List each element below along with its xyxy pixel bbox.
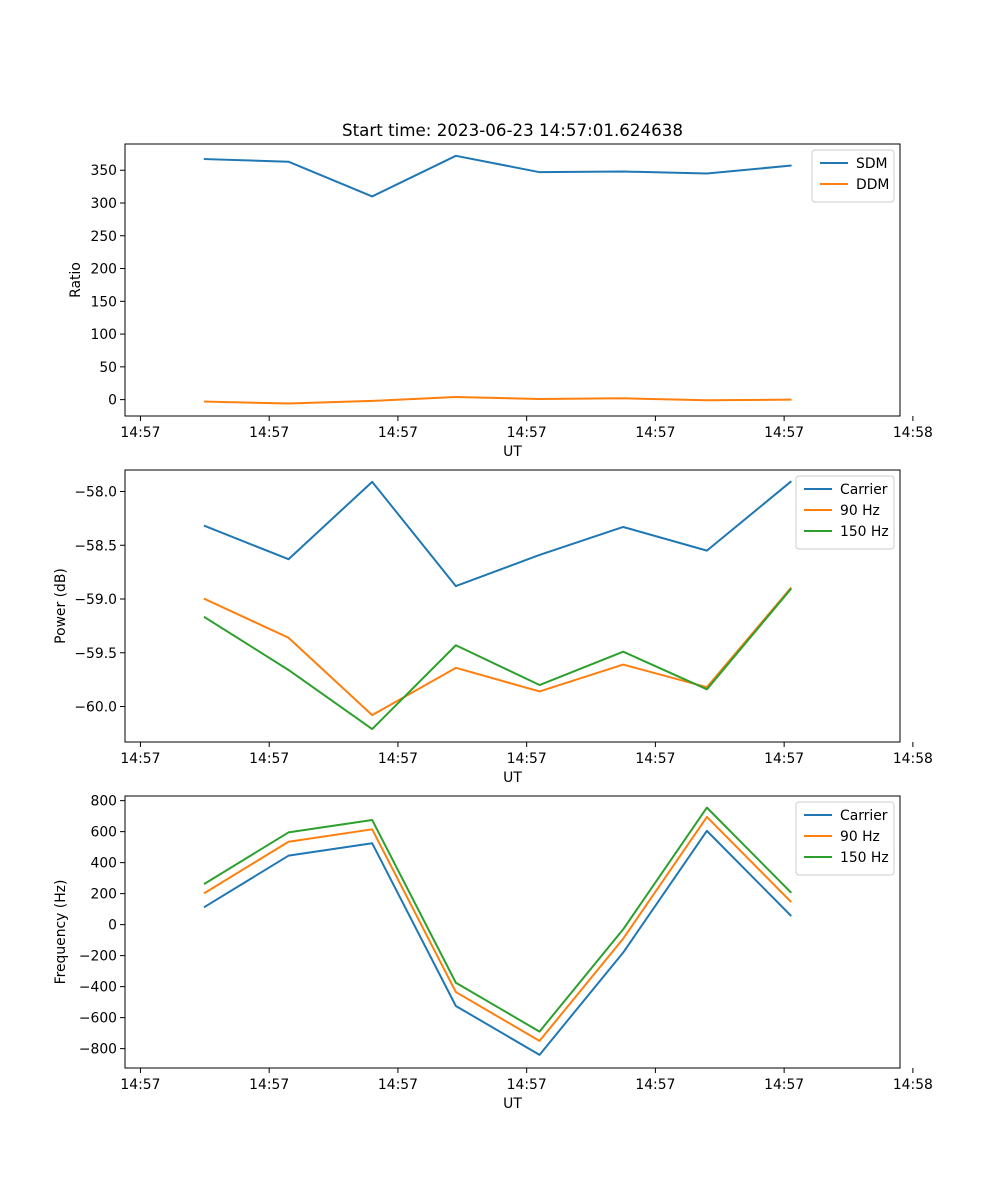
- power-legend-label: Carrier: [840, 482, 888, 498]
- frequency-x-tick-label: 14:57: [249, 1077, 289, 1093]
- ratio-y-tick-label: 250: [90, 229, 117, 245]
- ratio-y-tick-label: 350: [90, 163, 117, 179]
- power-y-tick-label: −58.0: [74, 485, 117, 501]
- frequency-x-tick-label: 14:57: [120, 1077, 160, 1093]
- frequency-y-tick-label: −200: [79, 949, 117, 965]
- power-x-tick-label: 14:57: [507, 751, 547, 767]
- frequency-y-tick-label: 400: [90, 856, 117, 872]
- ratio-x-tick-label: 14:57: [507, 425, 547, 441]
- ratio-x-tick-label: 14:57: [249, 425, 289, 441]
- panel-power: 14:57 14:57 14:57 14:57 14:57 14:57 14:58 −60.0…: [53, 469, 933, 786]
- frequency-y-tick-label: 0: [108, 918, 117, 934]
- power-y-axis-label: Power (dB): [53, 568, 69, 644]
- frequency-x-tick-label: 14:57: [507, 1077, 547, 1093]
- frequency-y-tick-label: 800: [90, 794, 117, 810]
- power-series-line-150-hz: [203, 587, 792, 731]
- power-x-tick-label: 14:57: [249, 751, 289, 767]
- power-x-tick-label: 14:57: [378, 751, 418, 767]
- power-legend-label: 150 Hz: [840, 524, 889, 540]
- ratio-y-axis-label: Ratio: [68, 262, 84, 298]
- frequency-y-tick-label: −800: [79, 1042, 117, 1058]
- ratio-y-tick-label: 150: [90, 294, 117, 310]
- panels: 14:57 14:57 14:57 14:57 14:57 14:57 14:58 0 50 10…: [53, 143, 933, 1112]
- power-y-tick-label: −59.5: [74, 646, 117, 662]
- ratio-y-tick-label: 50: [99, 360, 117, 376]
- frequency-x-axis-label: UT: [503, 1096, 522, 1112]
- ratio-x-tick-label: 14:57: [764, 425, 804, 441]
- frequency-legend: Carrier 90 Hz 150 Hz: [795, 801, 895, 876]
- frequency-x-tick-label: 14:57: [635, 1077, 675, 1093]
- frequency-series-line-150-hz: [203, 806, 792, 1033]
- ratio-x-tick-label: 14:57: [120, 425, 160, 441]
- power-legend: Carrier 90 Hz 150 Hz: [795, 475, 895, 550]
- frequency-x-tick-label: 14:57: [378, 1077, 418, 1093]
- power-x-axis-label: UT: [503, 770, 522, 786]
- ratio-y-tick-label: 200: [90, 262, 117, 278]
- frequency-series-line-90-hz: [203, 815, 792, 1042]
- power-x-tick-label: 14:57: [120, 751, 160, 767]
- ratio-legend-label: SDM: [856, 156, 888, 172]
- frequency-y-tick-label: −600: [79, 1011, 117, 1027]
- power-legend-label: 90 Hz: [840, 503, 880, 519]
- frequency-legend-label: 150 Hz: [840, 850, 889, 866]
- frequency-y-tick-label: −400: [79, 980, 117, 996]
- frequency-x-tick-label: 14:58: [893, 1077, 933, 1093]
- frequency-legend-label: 90 Hz: [840, 829, 880, 845]
- panel-ratio: 14:57 14:57 14:57 14:57 14:57 14:57 14:58 0 50 10…: [68, 143, 933, 460]
- ratio-legend-label: DDM: [856, 177, 889, 193]
- ratio-x-tick-label: 14:57: [378, 425, 418, 441]
- frequency-y-tick-label: 200: [90, 887, 117, 903]
- frequency-legend-label: Carrier: [840, 808, 888, 824]
- ratio-legend: SDM DDM: [811, 149, 895, 203]
- frequency-x-tick-label: 14:57: [764, 1077, 804, 1093]
- power-y-tick-label: −58.5: [74, 538, 117, 554]
- power-series-line-carrier: [203, 480, 792, 588]
- frequency-series-line-carrier: [203, 829, 792, 1056]
- power-axes-frame: [124, 469, 901, 743]
- power-x-tick-label: 14:57: [635, 751, 675, 767]
- power-x-tick-label: 14:57: [764, 751, 804, 767]
- frequency-y-tick-label: 600: [90, 825, 117, 841]
- panel-frequency: 14:57 14:57 14:57 14:57 14:57 14:57 14:58 −800 −…: [53, 794, 933, 1112]
- ratio-series-line-ddm: [203, 395, 792, 405]
- ratio-y-tick-label: 0: [108, 393, 117, 409]
- power-y-tick-label: −60.0: [74, 700, 117, 716]
- frequency-axes-frame: [124, 795, 901, 1069]
- ratio-series-line-sdm: [203, 154, 792, 198]
- ratio-axes-frame: [124, 143, 901, 417]
- chart-title: Start time: 2023-06-23 14:57:01.624638: [342, 120, 683, 140]
- ratio-y-tick-label: 100: [90, 327, 117, 343]
- ratio-x-axis-label: UT: [503, 444, 522, 460]
- ratio-x-tick-label: 14:57: [635, 425, 675, 441]
- power-x-tick-label: 14:58: [893, 751, 933, 767]
- ratio-x-tick-label: 14:58: [893, 425, 933, 441]
- ratio-y-tick-label: 300: [90, 196, 117, 212]
- frequency-y-axis-label: Frequency (Hz): [53, 880, 69, 985]
- power-y-tick-label: −59.0: [74, 592, 117, 608]
